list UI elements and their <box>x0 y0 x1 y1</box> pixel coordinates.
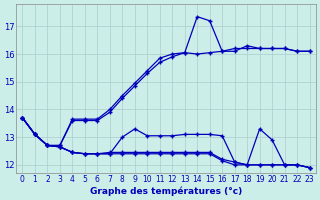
X-axis label: Graphe des températures (°c): Graphe des températures (°c) <box>90 186 242 196</box>
